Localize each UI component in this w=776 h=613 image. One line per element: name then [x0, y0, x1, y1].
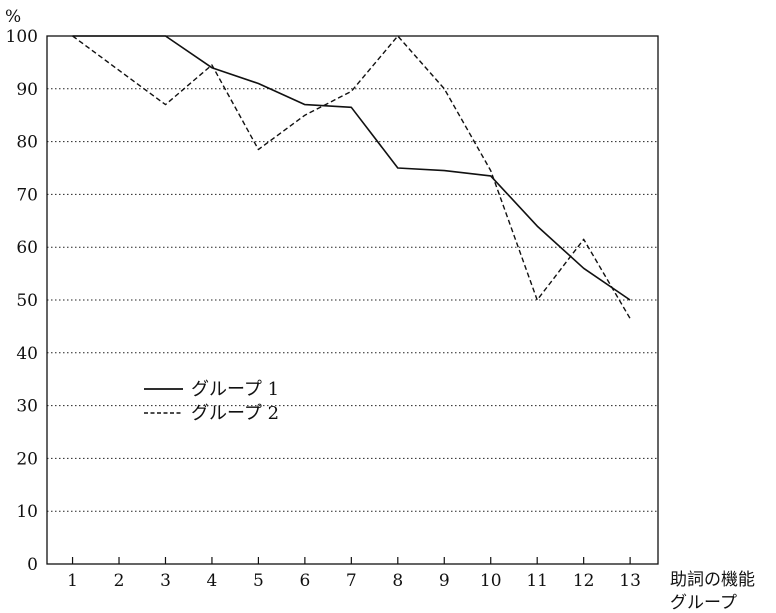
- x-tick-label-8: 8: [392, 571, 403, 591]
- y-tick-label-100: 100: [6, 27, 38, 47]
- y-tick-label-30: 30: [16, 397, 38, 417]
- plot-frame: [46, 35, 659, 565]
- x-axis-label-line-1: 助詞の機能: [670, 570, 755, 590]
- x-tick-label-13: 13: [619, 571, 641, 591]
- y-tick-label-40: 40: [16, 344, 38, 364]
- legend: グループ 1 グループ 2: [144, 379, 279, 424]
- y-tick-label-90: 90: [16, 80, 38, 100]
- x-tick-label-1: 1: [67, 571, 78, 591]
- y-axis-ticks: 0 10 20 30 40 50 60 70 80 90 100: [6, 27, 38, 575]
- x-tick-label-9: 9: [439, 571, 450, 591]
- legend-label-group-1: グループ 1: [191, 379, 279, 400]
- axes: [46, 35, 659, 565]
- x-tick-label-7: 7: [346, 571, 357, 591]
- y-axis-unit-label: %: [5, 7, 21, 27]
- x-tick-label-6: 6: [299, 571, 310, 591]
- y-tick-label-10: 10: [16, 502, 38, 522]
- y-tick-label-0: 0: [27, 555, 38, 575]
- x-tick-label-2: 2: [114, 571, 125, 591]
- x-tick-label-12: 12: [573, 571, 595, 591]
- grid-lines: [47, 35, 658, 512]
- legend-label-group-2: グループ 2: [191, 403, 279, 424]
- y-tick-label-80: 80: [16, 133, 38, 153]
- x-tick-label-4: 4: [207, 571, 218, 591]
- x-tick-label-10: 10: [480, 571, 502, 591]
- x-tick-label-11: 11: [526, 571, 548, 591]
- series-line-group-1: [72, 35, 631, 301]
- series-lines: [72, 35, 631, 319]
- y-tick-label-50: 50: [16, 291, 38, 311]
- series-line-group-2: [72, 35, 631, 319]
- x-axis-label-line-2: グループ: [670, 593, 737, 613]
- x-tick-label-3: 3: [160, 571, 171, 591]
- x-axis-ticks: 1 2 3 4 5 6 7 8 9 10 11 12 13: [67, 557, 641, 591]
- x-tick-label-5: 5: [253, 571, 264, 591]
- y-tick-label-70: 70: [16, 185, 38, 205]
- y-tick-label-20: 20: [16, 449, 38, 469]
- y-tick-label-60: 60: [16, 238, 38, 258]
